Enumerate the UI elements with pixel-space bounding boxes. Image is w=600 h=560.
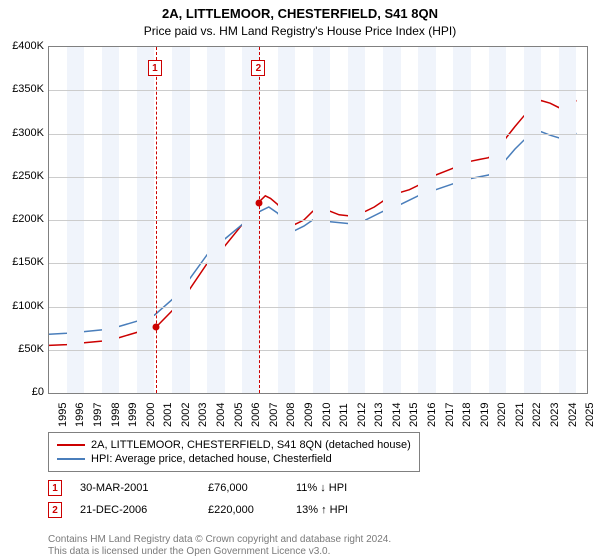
x-tick-label: 2005	[233, 403, 245, 427]
x-tick-label: 2023	[549, 403, 561, 427]
transaction-date: 30-MAR-2001	[80, 482, 190, 494]
gridline-h	[49, 263, 587, 264]
x-tick-label: 2006	[250, 403, 262, 427]
gridline-h	[49, 350, 587, 351]
transaction-badge: 2	[48, 502, 62, 518]
transaction-price: £76,000	[208, 482, 278, 494]
gridline-h	[49, 134, 587, 135]
transaction-row: 2 21-DEC-2006 £220,000 13% ↑ HPI	[48, 502, 348, 518]
x-tick-label: 2012	[356, 403, 368, 427]
x-tick-label: 2007	[268, 403, 280, 427]
marker-dot	[256, 199, 263, 206]
y-tick-label: £400K	[0, 40, 44, 52]
x-tick-label: 2011	[338, 403, 350, 427]
y-tick-label: £150K	[0, 256, 44, 268]
transaction-delta: 13% ↑ HPI	[296, 504, 348, 516]
transaction-row: 1 30-MAR-2001 £76,000 11% ↓ HPI	[48, 480, 347, 496]
legend-swatch	[57, 458, 85, 460]
x-tick-label: 2021	[514, 403, 526, 427]
gridline-h	[49, 90, 587, 91]
x-tick-label: 2017	[444, 403, 456, 427]
x-tick-label: 2004	[215, 403, 227, 427]
marker-dot	[152, 324, 159, 331]
legend-swatch	[57, 444, 85, 446]
legend-item: HPI: Average price, detached house, Ches…	[57, 453, 411, 465]
x-tick-label: 2001	[162, 403, 174, 427]
legend-label: HPI: Average price, detached house, Ches…	[91, 453, 332, 465]
x-tick-label: 2003	[197, 403, 209, 427]
transaction-price: £220,000	[208, 504, 278, 516]
marker-line	[156, 47, 157, 393]
x-tick-label: 1997	[92, 403, 104, 427]
y-tick-label: £300K	[0, 127, 44, 139]
chart-container: 2A, LITTLEMOOR, CHESTERFIELD, S41 8QN Pr…	[0, 0, 600, 560]
gridline-h	[49, 307, 587, 308]
x-tick-label: 2022	[531, 403, 543, 427]
legend-box: 2A, LITTLEMOOR, CHESTERFIELD, S41 8QN (d…	[48, 432, 420, 472]
marker-badge: 1	[148, 60, 162, 76]
x-tick-label: 2002	[180, 403, 192, 427]
y-tick-label: £250K	[0, 170, 44, 182]
gridline-h	[49, 220, 587, 221]
x-tick-label: 2016	[426, 403, 438, 427]
chart-title: 2A, LITTLEMOOR, CHESTERFIELD, S41 8QN	[0, 6, 600, 21]
x-tick-label: 2013	[373, 403, 385, 427]
y-tick-label: £50K	[0, 343, 44, 355]
transaction-delta: 11% ↓ HPI	[296, 482, 347, 494]
y-tick-label: £350K	[0, 83, 44, 95]
plot-area	[48, 46, 588, 394]
transaction-badge: 1	[48, 480, 62, 496]
x-tick-label: 2018	[461, 403, 473, 427]
y-tick-label: £100K	[0, 300, 44, 312]
gridline-h	[49, 177, 587, 178]
x-tick-label: 2009	[303, 403, 315, 427]
x-tick-label: 1996	[74, 403, 86, 427]
x-tick-label: 2024	[567, 403, 579, 427]
marker-line	[259, 47, 260, 393]
x-tick-label: 2015	[408, 403, 420, 427]
footer-line-2: This data is licensed under the Open Gov…	[48, 546, 391, 558]
x-tick-label: 1998	[110, 403, 122, 427]
x-tick-label: 2020	[496, 403, 508, 427]
footer-line-1: Contains HM Land Registry data © Crown c…	[48, 534, 391, 546]
x-tick-label: 2014	[391, 403, 403, 427]
y-tick-label: £200K	[0, 213, 44, 225]
x-tick-label: 1999	[127, 403, 139, 427]
x-tick-label: 2008	[285, 403, 297, 427]
chart-subtitle: Price paid vs. HM Land Registry's House …	[0, 24, 600, 38]
x-tick-label: 1995	[57, 403, 69, 427]
x-tick-label: 2010	[321, 403, 333, 427]
marker-badge: 2	[251, 60, 265, 76]
x-tick-label: 2019	[479, 403, 491, 427]
transaction-date: 21-DEC-2006	[80, 504, 190, 516]
x-tick-label: 2000	[145, 403, 157, 427]
legend-item: 2A, LITTLEMOOR, CHESTERFIELD, S41 8QN (d…	[57, 439, 411, 451]
footer-attribution: Contains HM Land Registry data © Crown c…	[48, 534, 391, 558]
y-tick-label: £0	[0, 386, 44, 398]
x-tick-label: 2025	[584, 403, 596, 427]
legend-label: 2A, LITTLEMOOR, CHESTERFIELD, S41 8QN (d…	[91, 439, 411, 451]
